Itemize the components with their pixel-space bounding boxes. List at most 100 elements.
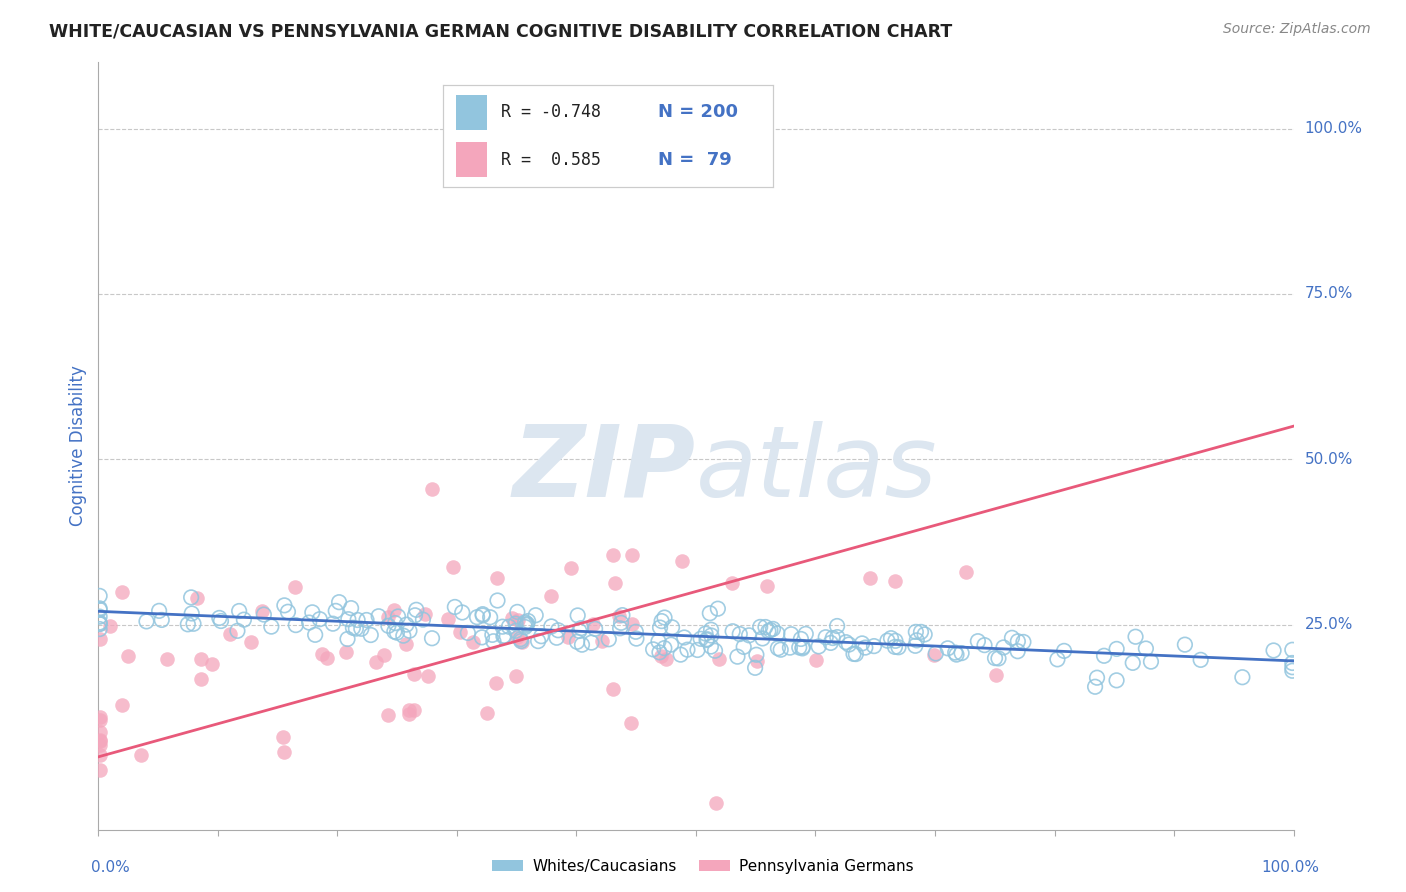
Point xyxy=(738,628,761,642)
Point xyxy=(943,646,966,660)
Point xyxy=(186,591,208,605)
Point xyxy=(581,635,603,649)
Point xyxy=(395,617,418,632)
Point xyxy=(950,646,973,660)
Point xyxy=(696,632,718,647)
Point xyxy=(700,628,723,642)
Point xyxy=(827,630,849,644)
Point xyxy=(342,621,364,635)
Point xyxy=(395,637,418,651)
Point xyxy=(792,640,814,654)
Point xyxy=(1092,648,1115,663)
Point xyxy=(967,634,990,648)
Point xyxy=(754,620,776,634)
Point xyxy=(89,622,111,636)
Point xyxy=(745,654,768,668)
Point xyxy=(89,617,111,632)
Point xyxy=(567,608,589,623)
Point xyxy=(569,621,592,635)
Point xyxy=(328,595,350,609)
Point xyxy=(914,627,936,641)
Point xyxy=(260,619,283,633)
Point xyxy=(1085,671,1108,685)
Point xyxy=(1007,634,1029,648)
Point xyxy=(360,628,382,642)
Point xyxy=(506,630,529,644)
Point xyxy=(794,627,817,641)
Point xyxy=(441,560,464,574)
Point xyxy=(1189,653,1212,667)
Point xyxy=(624,624,647,639)
Point xyxy=(516,618,538,632)
Point xyxy=(676,642,699,657)
Text: N =  79: N = 79 xyxy=(658,151,731,169)
Point xyxy=(766,641,789,656)
Point xyxy=(89,632,111,646)
Point xyxy=(226,624,249,638)
Point xyxy=(720,575,742,590)
Point xyxy=(820,636,842,650)
Point xyxy=(609,621,631,635)
Point xyxy=(364,655,387,669)
Point xyxy=(111,698,134,712)
Point xyxy=(571,638,593,652)
Point xyxy=(382,603,405,617)
Point xyxy=(568,624,591,638)
Point xyxy=(335,645,357,659)
Point xyxy=(863,639,886,653)
Point xyxy=(825,619,848,633)
Point xyxy=(315,651,337,665)
Point xyxy=(491,620,513,634)
Point xyxy=(733,640,755,654)
Point xyxy=(384,616,406,631)
Point xyxy=(602,682,624,697)
Point xyxy=(228,604,250,618)
Point xyxy=(311,647,333,661)
Point xyxy=(492,629,515,643)
Point xyxy=(1281,664,1303,678)
Point xyxy=(620,716,643,731)
Point xyxy=(301,605,323,619)
Point xyxy=(987,651,1010,665)
Point xyxy=(1012,635,1035,649)
Point xyxy=(651,614,673,628)
Point xyxy=(201,657,224,672)
Point xyxy=(699,606,721,620)
Point xyxy=(804,652,827,666)
Point xyxy=(336,632,359,646)
Point xyxy=(1122,656,1144,670)
Point xyxy=(308,612,330,626)
Point xyxy=(190,652,212,666)
Point xyxy=(704,644,727,658)
Point xyxy=(643,642,665,657)
Point xyxy=(835,635,858,649)
FancyBboxPatch shape xyxy=(456,142,488,177)
Point xyxy=(727,649,749,664)
Point xyxy=(325,604,347,618)
Point xyxy=(612,608,634,623)
Point xyxy=(382,624,405,639)
Point xyxy=(756,579,779,593)
Point xyxy=(150,613,173,627)
Point xyxy=(647,634,669,648)
Point xyxy=(404,667,426,681)
Point xyxy=(444,599,467,614)
Point xyxy=(449,624,471,639)
Point xyxy=(89,603,111,617)
Point xyxy=(790,632,813,646)
Point xyxy=(498,620,520,634)
Point xyxy=(505,616,527,631)
Text: 50.0%: 50.0% xyxy=(1305,451,1353,467)
Point xyxy=(936,641,959,656)
Point xyxy=(728,627,751,641)
Point xyxy=(457,626,479,640)
Point xyxy=(560,561,582,575)
Point xyxy=(405,603,427,617)
Point xyxy=(1263,643,1285,657)
Point xyxy=(513,615,536,630)
Text: 100.0%: 100.0% xyxy=(1261,861,1319,875)
Point xyxy=(547,624,569,638)
Point xyxy=(398,703,420,717)
Point xyxy=(779,640,801,655)
Point xyxy=(1281,660,1303,674)
